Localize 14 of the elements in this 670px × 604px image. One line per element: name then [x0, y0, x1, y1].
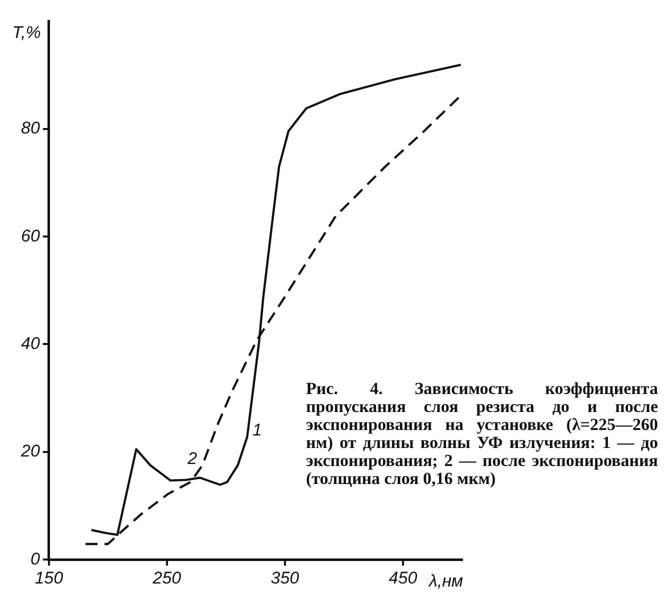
- annotation: Рис. 4. Зависимость коэффициента пропускания слоя резиста до и после экспонирования на установке (λ=225—260 нм) от длины волны УФ излучения: 1 — до экспонирования; 2 — после экспонирования (толщина слоя 0,16 мкм): [306, 379, 658, 488]
- series-label: 2: [186, 449, 198, 468]
- y-tick-label: 60: [20, 226, 40, 246]
- x-tick-label: 450: [388, 568, 418, 588]
- x-tick-label: 150: [34, 568, 64, 588]
- y-tick-label: 40: [20, 334, 40, 353]
- y-tick-label: 0: [30, 549, 40, 568]
- y-axis-title: T,%: [12, 22, 41, 42]
- series-label: 1: [252, 420, 262, 440]
- y-tick-label: 80: [20, 118, 40, 138]
- y-tick-label: 20: [20, 442, 40, 461]
- x-tick-label: 250: [152, 568, 182, 588]
- x-axis-title: λ,нм: [428, 571, 464, 590]
- x-tick-label: 350: [270, 568, 300, 588]
